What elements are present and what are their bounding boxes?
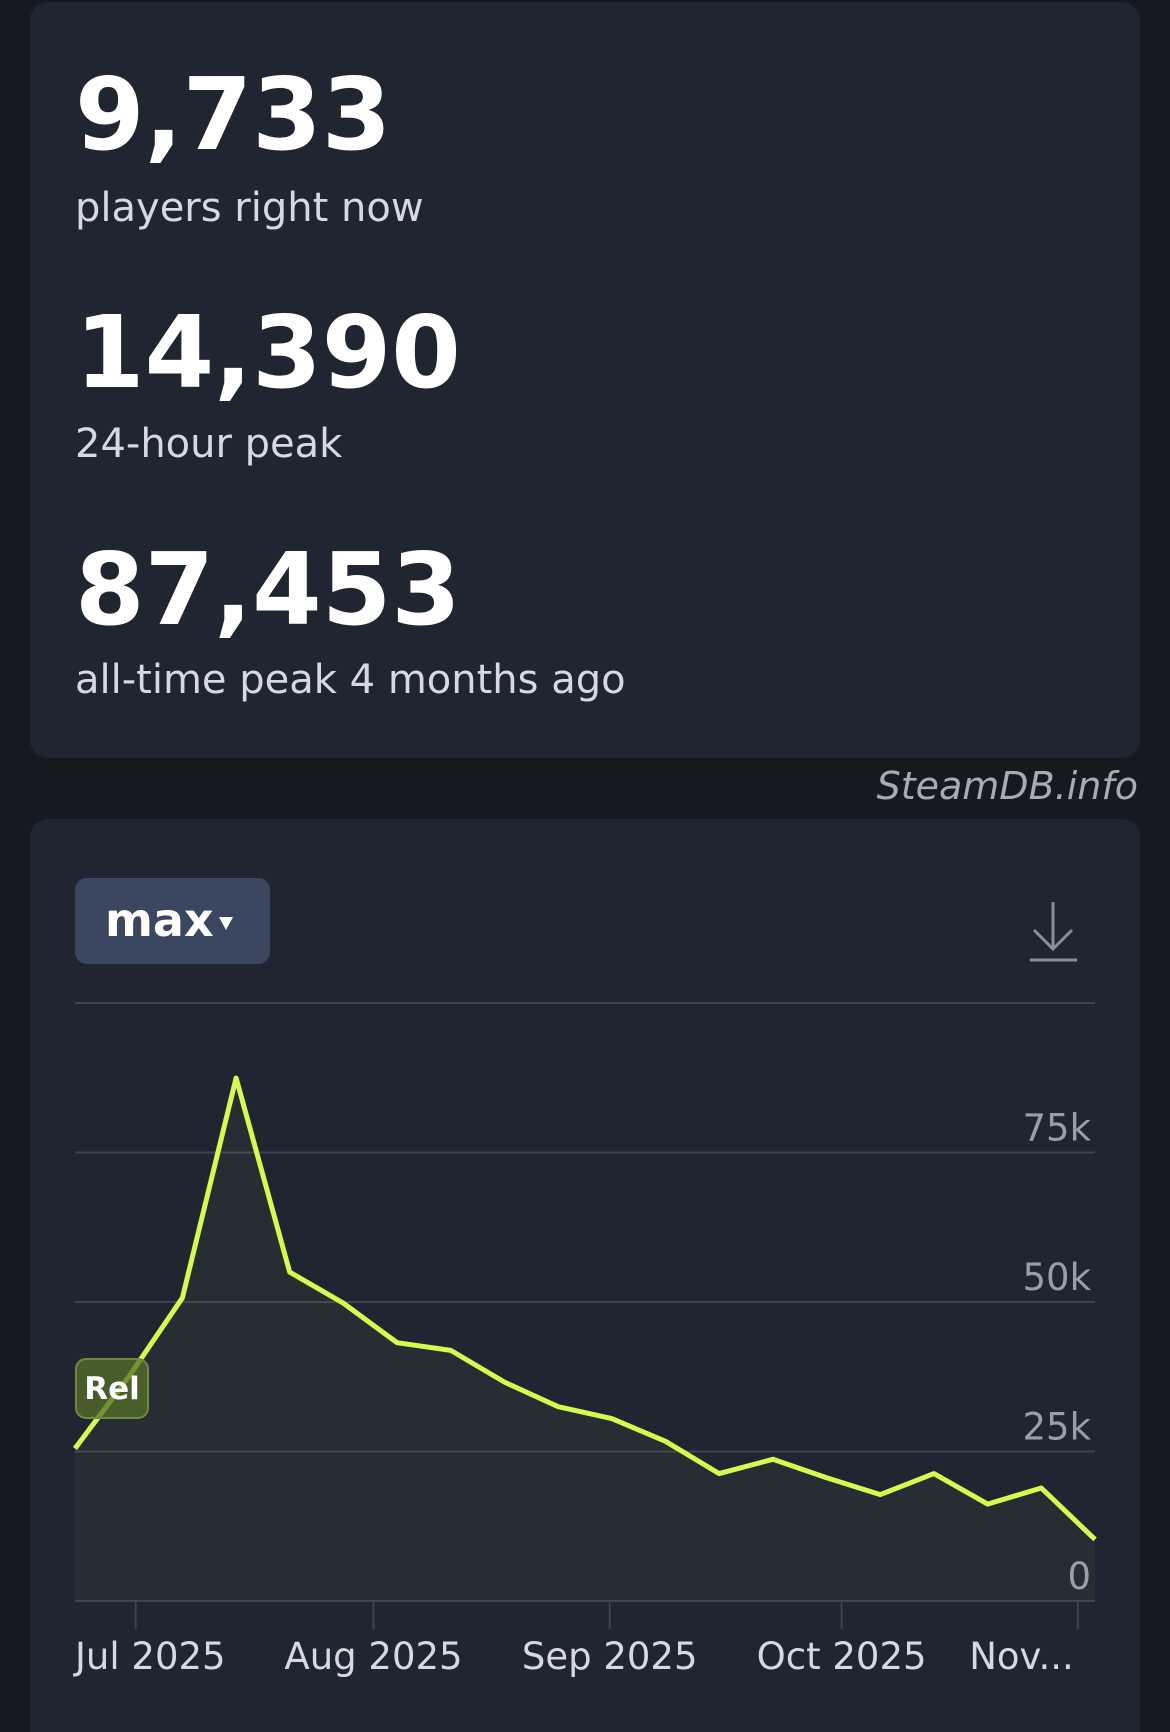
stat-value: 14,390 bbox=[75, 294, 461, 411]
range-button-bg bbox=[75, 878, 270, 964]
dropdown-arrow bbox=[219, 917, 233, 930]
download-icon bbox=[1030, 902, 1077, 962]
stat-label: players right now bbox=[75, 185, 424, 231]
x-tick-label: Oct 2025 bbox=[757, 1635, 927, 1678]
x-tick-label: Sep 2025 bbox=[522, 1635, 698, 1678]
watermark: SteamDB.info bbox=[877, 764, 1138, 808]
annotation-badge bbox=[75, 1358, 149, 1419]
annotation-text: Rel bbox=[84, 1371, 140, 1407]
y-tick-label: 0 bbox=[1067, 1555, 1091, 1598]
stat-label: all-time peak 4 months ago bbox=[75, 657, 626, 703]
annotation: Rel bbox=[75, 1358, 149, 1419]
x-tick-label: Aug 2025 bbox=[284, 1635, 462, 1678]
chart-card bbox=[30, 819, 1140, 1732]
area bbox=[75, 1078, 1095, 1601]
x-tick-label: Jul 2025 bbox=[73, 1635, 226, 1678]
line bbox=[72, 1075, 1097, 1542]
plot: 0 25k 50k 75k Jul 2025 Aug 2025 Sep 2025 Oct 20… bbox=[72, 1002, 1097, 1678]
y-tick-label: 25k bbox=[1022, 1406, 1091, 1449]
stat-label: 24-hour peak bbox=[75, 421, 343, 467]
stat-value: 87,453 bbox=[75, 531, 461, 648]
y-tick-label: 75k bbox=[1022, 1107, 1091, 1150]
range-button-label: max bbox=[105, 893, 214, 947]
stats-card bbox=[30, 2, 1140, 758]
stat-value: 9,733 bbox=[75, 56, 391, 173]
x-tick-label: Nov... bbox=[969, 1635, 1074, 1678]
range-button[interactable]: max bbox=[75, 878, 270, 964]
y-tick-label: 50k bbox=[1022, 1256, 1091, 1299]
download-button[interactable] bbox=[1030, 902, 1077, 962]
